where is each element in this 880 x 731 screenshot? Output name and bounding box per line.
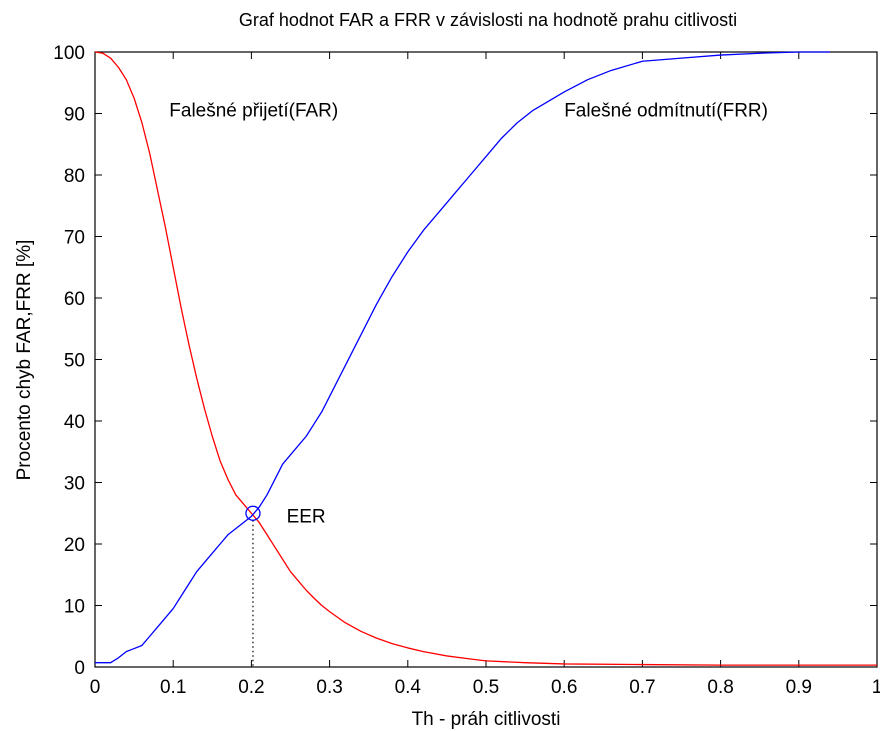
- eer-annotation: EER: [287, 506, 326, 527]
- x-tick-label: 0.2: [238, 677, 264, 698]
- x-tick-label: 0.8: [707, 677, 733, 698]
- x-tick-label: 1: [872, 677, 880, 698]
- y-tick-label: 60: [64, 289, 85, 310]
- y-tick-label: 80: [64, 166, 85, 187]
- x-tick-label: 0: [90, 677, 101, 698]
- chart-title: Graf hodnot FAR a FRR v závislosti na ho…: [239, 10, 737, 30]
- x-tick-label: 0.5: [473, 677, 499, 698]
- y-tick-label: 30: [64, 474, 85, 495]
- x-tick-label: 0.1: [160, 677, 186, 698]
- x-tick-label: 0.9: [786, 677, 812, 698]
- x-tick-label: 0.6: [551, 677, 577, 698]
- y-tick-label: 90: [64, 105, 85, 126]
- y-tick-label: 50: [64, 351, 85, 372]
- x-tick-label: 0.7: [629, 677, 655, 698]
- y-tick-label: 40: [64, 412, 85, 433]
- far-annotation: Falešné přijetí(FAR): [169, 101, 338, 122]
- x-axis-label: Th - práh citlivosti: [412, 709, 561, 730]
- y-tick-label: 10: [64, 597, 85, 618]
- y-tick-label: 70: [64, 228, 85, 249]
- y-tick-label: 0: [74, 658, 85, 679]
- plot-area: [95, 52, 877, 667]
- y-tick-label: 20: [64, 535, 85, 556]
- frr-annotation: Falešné odmítnutí(FRR): [564, 101, 768, 122]
- y-axis-label: Procento chyb FAR,FRR [%]: [14, 240, 35, 481]
- x-tick-label: 0.3: [316, 677, 342, 698]
- y-tick-label: 100: [53, 43, 85, 64]
- x-tick-label: 0.4: [395, 677, 422, 698]
